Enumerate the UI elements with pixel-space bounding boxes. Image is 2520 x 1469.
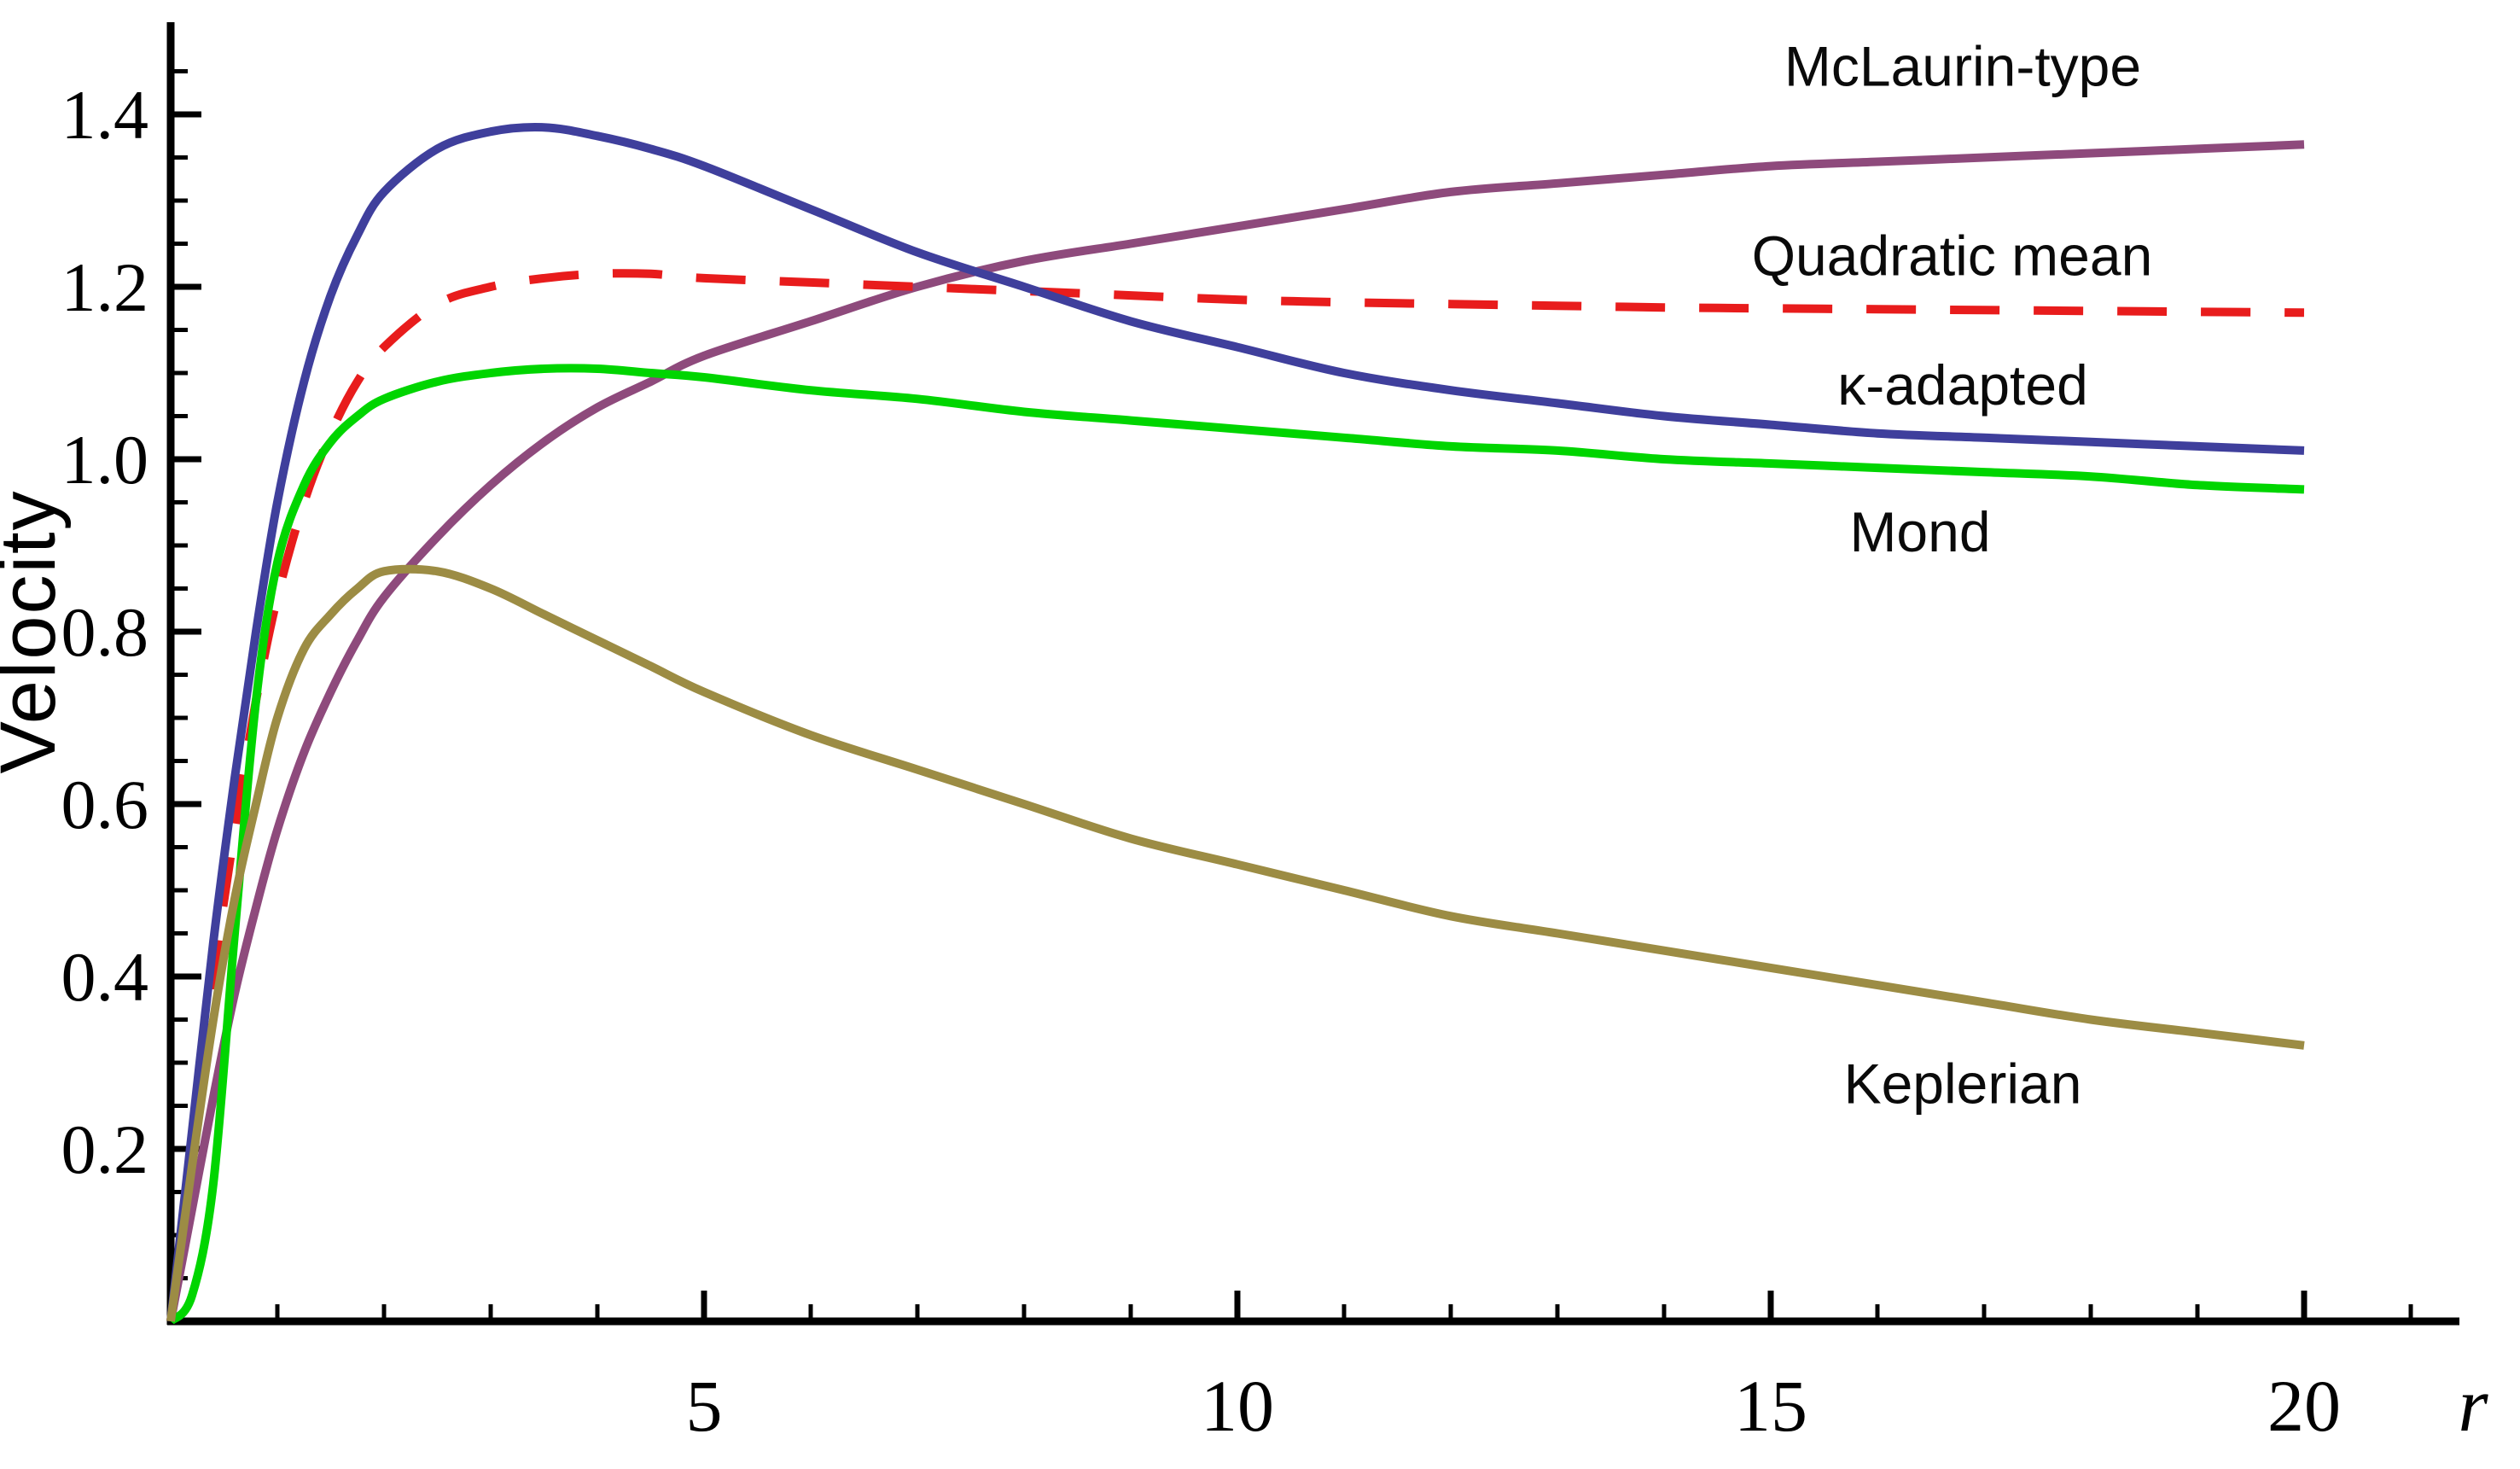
- y-tick-label: 1.2: [61, 248, 149, 326]
- y-tick-label: 0.4: [61, 938, 149, 1016]
- curve-keplerian: [166, 564, 2305, 1322]
- x-tick-label: 10: [1201, 1365, 1274, 1447]
- y-tick-label: 0.6: [61, 766, 149, 843]
- curve-label-mond: Mond: [1849, 500, 1990, 563]
- curve-label-mclaurin-type: McLaurin-type: [1784, 34, 2141, 97]
- curve-mond: [167, 364, 2305, 1325]
- curve-kappa-adapted: [166, 122, 2305, 1322]
- y-tick-label: 0.8: [61, 593, 149, 671]
- y-tick-label: 1.4: [61, 76, 149, 154]
- y-tick-label: 0.2: [61, 1110, 149, 1188]
- curve-label-quadratic-mean: Quadratic mean: [1752, 224, 2153, 288]
- y-tick-label: 1.0: [61, 421, 149, 498]
- y-axis-title: Velocity: [0, 489, 72, 773]
- x-tick-label: 15: [1734, 1365, 1807, 1447]
- curve-label-keplerian: Keplerian: [1844, 1052, 2082, 1115]
- x-tick-label: 20: [2267, 1365, 2341, 1447]
- curve-label-kappa-adapted: κ-adapted: [1837, 353, 2088, 417]
- x-tick-label: 5: [686, 1365, 723, 1447]
- x-axis-title: r: [2458, 1363, 2488, 1448]
- curve-mclaurin-type: [166, 140, 2305, 1322]
